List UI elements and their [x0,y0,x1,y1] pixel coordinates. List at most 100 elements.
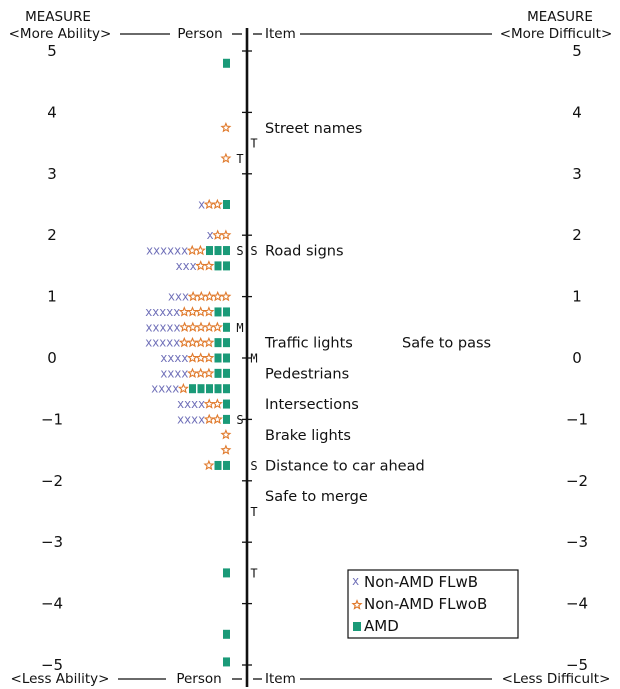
non-amd-flwob-person-mark [203,306,215,317]
y-tick-label-right: 1 [572,288,582,306]
non-amd-flwob-person-mark [220,121,232,133]
item-label: Intersections [265,397,359,413]
item-label: Brake lights [265,428,351,444]
non-amd-flwob-person-mark [195,352,207,363]
y-tick-label-left: 2 [47,226,57,244]
non-amd-flwob-person-mark [195,290,207,302]
measure-label-left-top: MEASURE [25,9,91,25]
y-tick-label-left: −1 [41,410,63,428]
non-amd-flwb-person-mark: x [165,382,172,396]
non-amd-flwb-person-mark: x [206,228,213,242]
non-amd-flwb-person-mark: x [181,244,188,258]
non-amd-flwb-person-mark: x [173,336,180,350]
non-amd-flwb-person-mark: x [167,366,174,380]
non-amd-flwob-person-mark [178,306,190,317]
non-amd-flwb-person-mark: x [189,259,196,273]
y-tick-label-right: −5 [566,656,588,674]
y-tick-label-left: −5 [41,656,63,674]
non-amd-flwb-person-mark: x [158,382,165,396]
non-amd-flwob-person-mark [211,398,223,409]
non-amd-flwob-person-mark [220,290,232,302]
item-header-top: Item [265,26,296,42]
non-amd-flwb-person-mark: x [160,351,167,365]
y-tick-label-left: −2 [41,472,63,490]
legend: x Non-AMD FLwB Non-AMD FLwoB AMD [347,569,519,639]
non-amd-flwob-person-mark [220,152,232,164]
more-ability-label: <More Ability> [9,26,112,42]
non-amd-flwb-person-mark: x [160,366,167,380]
more-difficult-label: <More Difficult> [500,26,613,42]
item-label: Distance to car ahead [265,458,425,474]
amd-person-mark [223,200,230,209]
legend-label-non-amd-flwob: Non-AMD FLwoB [364,595,487,613]
person-header-top: Person [177,26,222,42]
legend-star-symbol [351,599,363,610]
item-distribution-marker: T [250,566,257,580]
non-amd-flwob-person-mark [203,413,215,425]
non-amd-flwob-person-mark [178,336,190,348]
y-tick-label-right: −2 [566,472,588,490]
amd-person-mark [223,58,230,68]
non-amd-flwob-person-mark [203,198,215,210]
legend-box [347,569,519,639]
non-amd-flwb-person-mark: x [172,382,179,396]
amd-person-mark [223,261,230,271]
non-amd-flwob-person-mark [203,367,215,379]
amd-person-mark [223,460,230,470]
non-amd-flwob-person-mark [211,413,223,425]
item-distribution-marker: T [250,137,257,151]
y-tick-label-left: 5 [47,42,57,60]
non-amd-flwb-person-mark: x [174,366,181,380]
amd-person-mark [223,368,230,378]
non-amd-flwb-person-mark: x [159,305,166,319]
non-amd-flwb-person-mark: x [166,320,173,334]
y-tick-label-left: −4 [41,595,63,613]
non-amd-flwb-person-mark: x [174,351,181,365]
y-tick-label-right: 5 [572,42,582,60]
y-tick-label-left: −3 [41,533,63,551]
non-amd-flwb-person-mark: x [152,336,159,350]
non-amd-flwob-person-mark [211,198,223,210]
non-amd-flwob-person-mark [203,352,215,363]
non-amd-flwb-person-mark: x [153,244,160,258]
y-tick-label-right: −3 [566,533,588,551]
non-amd-flwob-person-mark [194,244,206,256]
non-amd-flwb-person-mark: x [191,412,198,426]
item-label: Street names [265,121,362,137]
non-amd-flwob-person-mark [195,367,207,379]
non-amd-flwb-person-mark: x [184,412,191,426]
non-amd-flwb-person-mark: x [166,336,173,350]
y-tick-label-right: 2 [572,226,582,244]
measure-label-right-top: MEASURE [527,9,593,25]
less-ability-label: <Less Ability> [11,671,110,687]
non-amd-flwb-person-mark: x [166,305,173,319]
amd-person-mark [214,307,222,317]
non-amd-flwob-person-mark [187,290,199,302]
non-amd-flwb-person-mark: x [174,244,181,258]
legend-x-symbol: x [352,574,359,588]
non-amd-flwb-person-mark: x [175,290,182,304]
person-distribution-marker: S [236,244,243,258]
amd-person-mark [214,261,222,271]
non-amd-flwb-person-mark: x [182,259,189,273]
legend-amd-square [353,622,361,631]
non-amd-flwob-person-mark [220,229,232,240]
non-amd-flwob-person-mark [204,290,215,302]
non-amd-flwb-person-mark: x [145,320,152,334]
non-amd-flwob-person-mark [203,459,215,471]
person-distribution-marker: M [236,321,243,335]
non-amd-flwb-person-mark: x [198,412,205,426]
amd-person-mark [223,384,230,394]
non-amd-flwb-person-mark: x [181,351,188,365]
non-amd-flwob-person-mark [212,290,224,302]
non-amd-flwob-person-mark [203,321,215,332]
non-amd-flwb-person-mark: x [184,397,191,411]
y-tick-label-right: 3 [572,165,582,183]
y-tick-label-right: 0 [572,349,582,367]
non-amd-flwb-person-mark: x [181,366,188,380]
y-tick-label-right: −1 [566,410,588,428]
y-tick-label-left: 1 [47,288,57,306]
amd-person-mark [206,384,213,394]
person-header-bottom: Person [176,671,221,687]
non-amd-flwb-person-mark: x [159,336,166,350]
